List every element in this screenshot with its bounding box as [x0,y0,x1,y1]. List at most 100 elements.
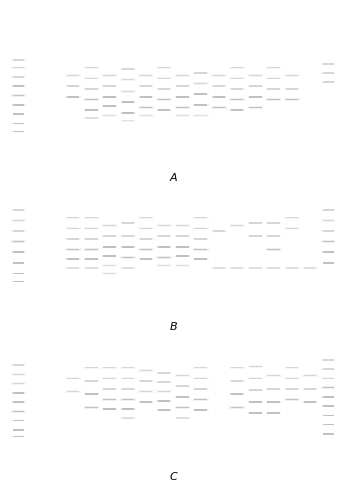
Bar [286,268,298,269]
Text: 6: 6 [125,25,130,34]
Bar [211,96,227,98]
Bar [83,227,99,230]
Bar [247,54,263,56]
Bar [158,236,170,237]
Bar [156,204,172,206]
Bar [122,236,134,237]
Bar [11,392,26,394]
Bar [176,418,189,419]
Bar [13,436,24,438]
Bar [122,196,134,198]
Bar [140,206,152,208]
Bar [211,267,227,269]
Bar [140,196,152,198]
Bar [284,377,299,380]
Bar [138,64,154,66]
Bar [175,106,190,108]
Bar [231,67,243,68]
Bar [284,346,299,348]
Bar [122,246,134,248]
Bar [266,66,282,69]
Bar [195,356,207,358]
Bar [122,56,134,58]
Bar [156,362,172,365]
Bar [323,368,334,370]
Bar [122,346,134,348]
Bar [13,364,24,366]
Bar [122,356,134,358]
Bar [323,48,334,50]
Bar [67,378,79,379]
Bar [104,408,116,410]
Bar [249,222,262,224]
Bar [323,63,334,64]
Bar [65,377,81,380]
Bar [102,255,117,258]
Bar [284,388,299,390]
Bar [120,90,136,92]
Bar [102,235,117,238]
Bar [195,248,207,250]
Bar [195,104,207,106]
Bar [120,78,136,81]
Bar [175,42,190,45]
Bar [67,48,79,50]
Bar [104,64,116,66]
Bar [175,342,190,345]
Bar [104,264,116,266]
Bar [83,206,99,208]
Bar [286,98,298,100]
Bar [323,72,334,74]
Bar [229,66,245,69]
Bar [67,217,79,218]
Bar [13,86,24,87]
Bar [249,106,262,108]
Text: 7: 7 [144,325,148,334]
Bar [195,388,207,390]
Bar [140,258,152,260]
Bar [67,206,79,208]
Bar [120,208,136,211]
Bar [120,222,136,224]
Text: 11: 11 [214,325,224,334]
Bar [140,114,152,116]
Bar [175,192,190,195]
Bar [83,109,99,112]
Bar [321,230,335,232]
Bar [323,351,334,352]
Bar [249,236,262,237]
Bar [13,272,24,274]
Bar [102,85,117,87]
Text: 13: 13 [250,325,260,334]
Bar [65,258,81,260]
Bar [85,228,98,229]
Bar [304,388,316,390]
Bar [140,380,152,382]
Bar [195,367,207,368]
Bar [176,75,189,76]
Bar [120,120,136,122]
Bar [11,240,26,242]
Bar [267,67,280,68]
Text: 8: 8 [162,175,167,184]
Bar [229,77,245,80]
Bar [85,394,98,395]
Text: 16: 16 [305,25,315,34]
Bar [11,364,26,366]
Bar [304,348,316,350]
Bar [213,268,225,269]
Text: 15: 15 [287,25,297,34]
Bar [176,396,189,398]
Text: 13: 13 [250,25,260,34]
Bar [13,59,24,60]
Bar [286,367,298,368]
Bar [65,350,81,353]
Bar [193,104,208,106]
Bar [249,86,262,87]
Bar [140,106,152,108]
Bar [158,78,170,79]
Bar [102,192,117,195]
Bar [158,110,170,111]
Bar [138,258,154,260]
Bar [67,62,79,63]
